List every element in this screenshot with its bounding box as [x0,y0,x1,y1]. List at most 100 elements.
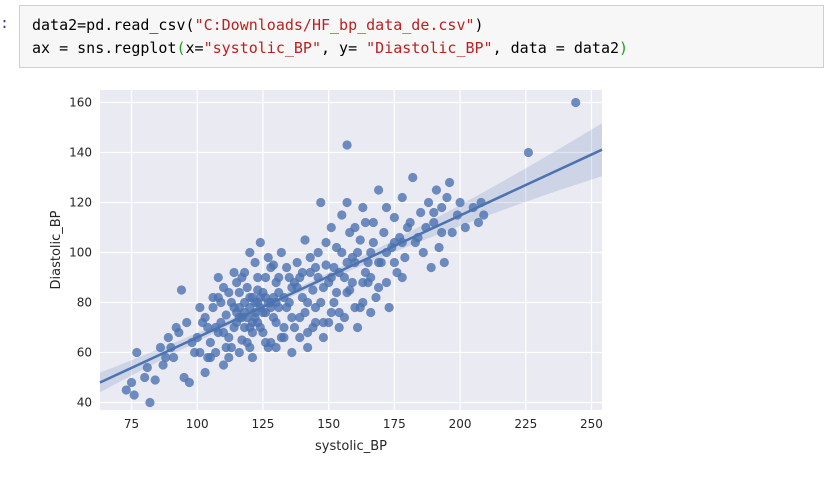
scatter-point [258,307,268,318]
scatter-point [255,237,265,248]
scatter-point [242,282,252,293]
scatter-point [355,235,365,245]
code-token: , y= [321,39,367,57]
y-tick-label: 160 [69,96,92,110]
scatter-point [358,202,368,213]
scatter-point [245,292,255,303]
code-string-y: "Diastolic_BP" [366,39,493,57]
scatter-point [287,347,297,358]
scatter-point [303,297,313,308]
scatter-point [368,237,378,248]
x-tick-label: 250 [580,417,603,431]
scatter-point [337,247,347,258]
y-tick-label: 80 [77,296,92,310]
scatter-point [423,197,434,208]
scatter-point [447,227,457,238]
scatter-point [221,310,231,320]
scatter-point [442,192,452,203]
scatter-point [437,202,447,213]
scatter-point [200,312,210,323]
scatter-point [310,262,321,273]
scatter-point [434,242,444,253]
scatter-point [161,352,171,363]
scatter-point [295,272,305,283]
scatter-point [208,302,218,313]
x-tick-label: 75 [124,417,139,431]
code-token: , data = data2 [492,39,620,57]
scatter-point [334,322,344,333]
y-tick-label: 140 [69,146,92,160]
scatter-point [271,342,281,353]
y-axis-label: Diastolic_BP [49,210,64,289]
scatter-point [373,282,384,293]
scatter-point [339,312,350,323]
code-token: ax = sns.regplot [32,39,177,57]
scatter-point [326,307,336,318]
scatter-point [260,272,271,283]
code-line-2: ax = sns.regplot(x="systolic_BP", y= "Di… [32,38,628,58]
scatter-point [321,260,331,270]
scatter-point [389,212,399,223]
x-tick-label: 150 [317,417,340,431]
scatter-point [121,385,131,395]
scatter-point [126,377,137,388]
scatter-point [145,397,155,408]
code-string-x: "systolic_BP" [203,39,321,57]
x-tick-label: 175 [383,417,406,431]
scatter-point [373,185,384,195]
scatter-point [324,317,334,328]
scatter-point [350,302,360,313]
scatter-point [289,322,300,333]
cell-output: 75 100 125 150 175 200 225 250 40 60 80 100 120 140 16… [40,88,620,477]
scatter-point [247,327,258,338]
scatter-point [444,177,455,188]
scatter-point [292,257,302,268]
regplot-chart: 75 100 125 150 175 200 225 250 40 60 80 100 120 140 16… [49,90,603,454]
scatter-point [150,375,160,385]
scatter-point [237,272,247,283]
scatter-point [234,287,244,298]
scatter-point [239,322,250,333]
scatter-point [368,217,378,228]
scatter-point [416,207,426,218]
scatter-point [397,192,407,203]
scatter-point [229,267,239,278]
scatter-point [274,302,284,313]
scatter-point [358,277,368,288]
scatter-point [255,322,265,333]
scatter-point [429,207,439,218]
scatter-point [195,302,205,313]
scatter-point [342,257,352,268]
scatter-point [371,292,381,303]
scatter-point [571,97,581,108]
scatter-point [455,197,465,208]
code-cell-input[interactable]: data2=pd.read_csv("C:Downloads/HF_bp_dat… [19,5,824,68]
scatter-point [226,297,237,308]
scatter-point [331,287,342,298]
scatter-point [268,312,279,323]
scatter-point [234,347,244,358]
scatter-point [224,352,234,363]
scatter-point [245,247,255,258]
scatter-point [274,272,284,283]
scatter-point [184,377,194,388]
code-token: data2=pd.read_csv( [32,16,195,34]
scatter-point [326,222,336,233]
scatter-point [168,352,179,363]
regression-line [99,148,603,384]
scatter-point [366,272,376,283]
scatter-point [313,247,323,258]
scatter-point [384,302,394,313]
scatter-point [224,332,234,343]
scatter-point [437,227,447,238]
scatter-point [203,322,213,333]
scatter-point [276,332,286,343]
y-tick-label: 100 [69,246,92,260]
scatter-point [439,257,449,268]
scatter-point [282,262,292,273]
scatter-point [195,347,205,358]
scatter-point [300,235,310,245]
scatter-point [300,307,310,318]
scatter-point [163,332,173,343]
scatter-point [318,332,329,343]
